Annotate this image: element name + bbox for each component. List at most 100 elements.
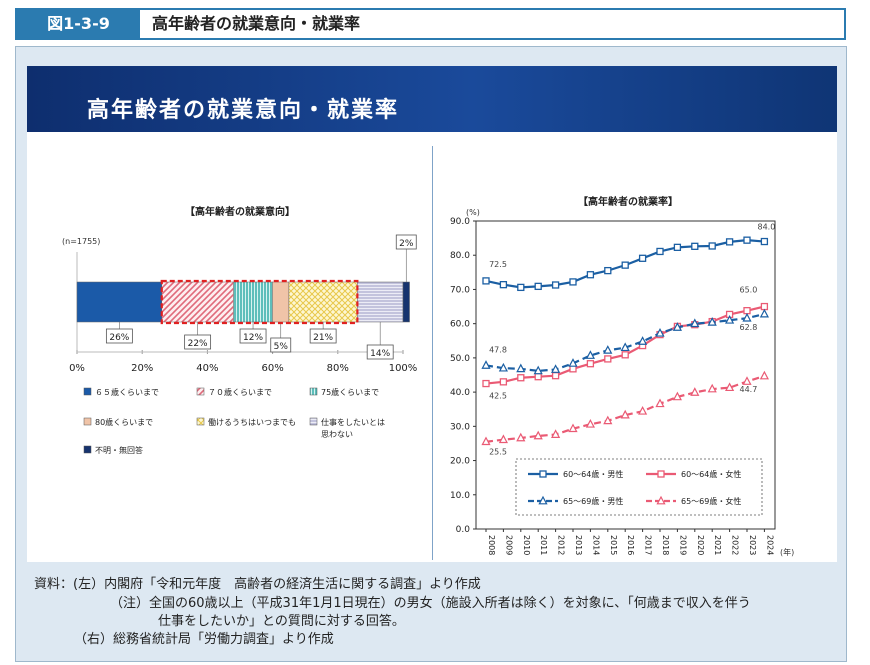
legend-swatch: [83, 387, 92, 396]
bar-segment: [161, 281, 234, 323]
data-label-box: [270, 337, 292, 353]
data-point: [517, 283, 525, 292]
data-point: [481, 360, 491, 369]
x-tick-label: 2017: [644, 535, 653, 555]
x-tick-label: 2018: [661, 535, 670, 555]
data-point: [585, 418, 595, 428]
x-tick-label: 20%: [131, 363, 153, 374]
data-point: [621, 261, 629, 269]
legend-label: 65～69歳・女性: [681, 496, 741, 506]
data-point: [586, 271, 595, 279]
x-tick-label: 2020: [696, 535, 705, 555]
data-point: [585, 350, 595, 359]
intention-chart-title: 【高年齢者の就業意向】: [185, 205, 295, 218]
data-label: 5%: [274, 342, 289, 352]
data-point: [638, 336, 648, 345]
data-point: [568, 358, 578, 367]
data-point: [482, 277, 490, 285]
data-point: [498, 362, 508, 372]
y-tick-label: 60.0: [450, 320, 470, 330]
y-tick-label: 40.0: [450, 388, 470, 398]
legend-swatch: [309, 417, 318, 426]
x-tick-label: 2021: [713, 535, 722, 555]
data-point: [516, 363, 526, 373]
series-data-label: 65.0: [739, 286, 757, 295]
data-point: [742, 376, 752, 385]
legend-label: 不明・無回答: [95, 445, 143, 455]
x-tick-label: 2013: [574, 535, 583, 555]
data-point: [760, 302, 769, 311]
data-point: [656, 495, 666, 505]
data-point: [481, 436, 491, 446]
data-label-box: [366, 344, 394, 360]
data-point: [603, 415, 613, 425]
data-label-box: [239, 328, 267, 344]
data-point: [657, 470, 665, 478]
rate-chart-title: 【高年齢者の就業率】: [578, 195, 678, 208]
x-tick-label: 2023: [748, 535, 757, 555]
chart-divider: [432, 146, 433, 560]
data-point: [638, 405, 648, 415]
x-tick-label: 2009: [504, 535, 513, 555]
data-point: [551, 364, 561, 373]
x-tick-label: 2024: [765, 535, 774, 555]
x-tick-label: 2022: [731, 535, 740, 555]
employment-intention-chart: 【高年齢者の就業意向】 (n=1755) 0% 20% 40% 60% 80% 100% 26%…: [62, 205, 417, 455]
series-line: [485, 374, 765, 443]
series-data-label: 47.8: [489, 345, 507, 354]
data-label: 14%: [370, 349, 390, 359]
y-tick-label: 70.0: [450, 285, 470, 295]
legend-label: 60～64歳・男性: [563, 469, 623, 479]
legend-label: ７０歳くらいまで: [208, 387, 272, 397]
series-data-label: 62.8: [739, 323, 757, 332]
series-group: 47.8 62.8: [481, 308, 769, 375]
series-data-label: 25.5: [489, 448, 507, 457]
data-point: [539, 470, 547, 478]
legend-label: 75歳くらいまで: [321, 387, 379, 397]
data-point: [742, 312, 752, 322]
data-point: [569, 278, 577, 286]
data-point: [760, 237, 769, 246]
x-tick-label: 2016: [626, 535, 635, 555]
data-point: [534, 373, 542, 381]
data-point: [533, 430, 543, 440]
x-axis-unit: (年): [780, 547, 794, 557]
data-point: [533, 365, 543, 375]
y-tick-label: 0.0: [456, 525, 471, 535]
legend-frame: [515, 458, 763, 516]
series-group: 72.5 84.0: [482, 223, 775, 292]
data-label: 2%: [399, 239, 414, 249]
data-point: [655, 398, 665, 408]
sample-size-note: (n=1755): [62, 237, 100, 246]
bar-segment: [272, 281, 290, 323]
banner-title: 高年齢者の就業意向・就業率: [87, 98, 400, 123]
data-point: [551, 429, 561, 438]
data-point: [673, 243, 682, 252]
data-point: [534, 282, 542, 291]
legend-label: 60～64歳・女性: [681, 469, 741, 479]
data-label: 22%: [188, 339, 208, 349]
x-tick-label: 2010: [522, 535, 531, 555]
data-point: [551, 281, 560, 289]
legend-swatch: [196, 417, 205, 426]
data-point: [603, 345, 613, 354]
data-point: [759, 370, 769, 380]
source-line-right: （右）総務省統計局「労働力調査」より作成: [74, 632, 334, 647]
x-tick-label: 2015: [609, 535, 618, 555]
bar-segment: [402, 281, 410, 323]
x-tick-label: 2019: [678, 535, 687, 555]
source-note-line-cont: 仕事をしたいか」との質問に対する回答。: [158, 614, 405, 629]
x-tick-label: 2014: [591, 535, 600, 555]
charts-svg: 【高年齢者の就業意向】 (n=1755) 0% 20% 40% 60% 80% 100% 26%…: [62, 195, 794, 557]
x-tick-label: 60%: [261, 363, 283, 374]
series-data-label: 84.0: [757, 223, 775, 232]
data-point: [743, 307, 751, 315]
data-point: [708, 242, 716, 250]
y-tick-label: 80.0: [450, 251, 470, 261]
legend-label: 仕事をしたいとは: [321, 417, 385, 427]
data-label-box: [395, 234, 417, 250]
data-point: [759, 308, 769, 318]
data-point: [655, 327, 665, 337]
figure-header: 図1-3-9 高年齢者の就業意向・就業率: [15, 8, 846, 40]
data-point: [482, 379, 490, 388]
